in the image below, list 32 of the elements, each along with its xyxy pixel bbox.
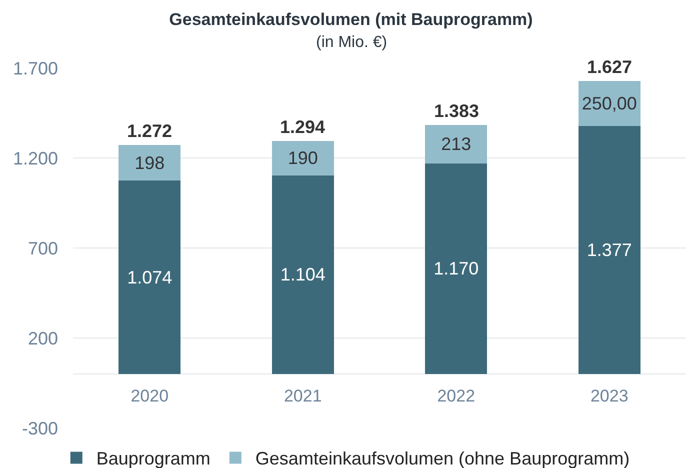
data-label: 190 [288,148,318,168]
chart-subtitle: (in Mio. €) [316,34,388,51]
data-label: 1.104 [280,264,326,285]
bar [118,180,181,374]
data-label: 198 [134,152,165,173]
chart-title: Gesamteinkaufsvolumen (mit Bauprogramm) [169,10,533,29]
data-label: 213 [441,134,472,154]
bar [272,175,334,374]
total-label: 1.294 [280,117,326,137]
bar [578,126,640,374]
legend-label: Bauprogramm [96,448,210,468]
y-tick-label: 1.200 [12,148,58,168]
total-label: 1.627 [587,57,632,77]
data-label: 1.170 [434,258,479,279]
x-tick-label: 2022 [437,386,476,406]
x-tick-label: 2023 [590,386,628,406]
y-tick-label: -300 [22,418,58,438]
total-label: 1.272 [127,121,172,141]
x-tick-label: 2020 [130,386,169,406]
legend-label: Gesamteinkaufsvolumen (ohne Bauprogramm) [255,448,630,468]
y-tick-label: 700 [28,238,58,258]
data-label: 250,00 [582,94,637,114]
data-label: 1.074 [127,267,172,288]
y-tick-label: 200 [28,328,58,348]
data-label: 1.377 [586,240,632,260]
bar [118,145,181,181]
x-tick-label: 2021 [284,386,322,406]
bar [272,141,334,176]
y-tick-label: 1.700 [12,58,58,78]
bar [425,163,488,374]
bar [425,125,488,164]
total-label: 1.383 [434,101,480,121]
